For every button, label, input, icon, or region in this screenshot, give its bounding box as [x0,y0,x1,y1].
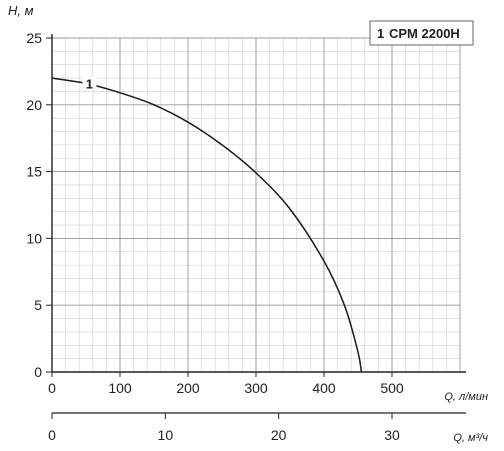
x-tick-label: 0 [48,380,56,396]
x2-tick-label: 0 [48,427,56,443]
x-tick-label: 100 [108,380,132,396]
x-axis-label: Q, л/мин [444,391,488,403]
x2-axis-label: Q, м³/ч [453,432,488,444]
series-line [51,77,363,373]
y-tick-label: 20 [26,97,42,113]
x-tick-label: 300 [244,380,268,396]
x-tick-label: 400 [312,380,336,396]
y-tick-label: 0 [34,364,42,380]
x2-tick-label: 20 [271,427,287,443]
y-axis-label: H, м [8,3,34,18]
legend-box [369,20,474,46]
x2-tick-label: 30 [384,427,400,443]
x2-tick-label: 10 [158,427,174,443]
axes: 0 5 10 15 20 25 0 100 200 300 400 500 0 10 20 30 [26,30,466,443]
series-marker-label: 1 [86,76,93,91]
grid [51,37,461,373]
y-tick-label: 10 [26,230,42,246]
series-layer: 1 [51,76,363,373]
y-tick-label: 5 [34,297,42,313]
x-tick-label: 500 [380,380,404,396]
legend: 1 CPM 2200H [369,20,474,46]
y-tick-label: 15 [26,164,42,180]
legend-label: CPM 2200H [389,26,460,41]
x-tick-label: 200 [176,380,200,396]
y-tick-label: 25 [26,30,42,46]
legend-number: 1 [377,26,384,41]
series-label-bg [82,76,97,91]
